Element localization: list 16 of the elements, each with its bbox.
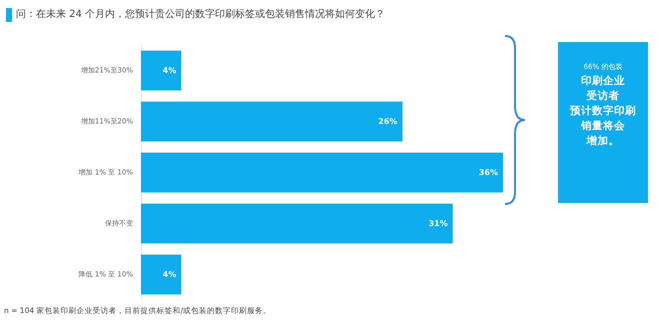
bar xyxy=(141,204,453,244)
text: 印刷企业 xyxy=(580,74,626,89)
text: 受访者 xyxy=(586,89,620,104)
data-label: 31% xyxy=(428,219,448,228)
bar xyxy=(141,102,402,142)
bar xyxy=(141,152,503,192)
text: 增加。 xyxy=(585,134,620,149)
bar xyxy=(141,50,182,90)
data-label: 36% xyxy=(478,168,498,177)
text: 销量将会 xyxy=(580,119,626,134)
data-label: 26% xyxy=(378,117,398,126)
data-label: 4% xyxy=(162,270,176,279)
data-label: 4% xyxy=(162,66,176,75)
text: 预计数字印刷 xyxy=(568,104,637,119)
chart-title: 问：在未来 24 个月内，您预计贵公司的数字印刷标签或包装销售情况将如何变化？ xyxy=(16,8,386,21)
bar xyxy=(141,254,182,294)
